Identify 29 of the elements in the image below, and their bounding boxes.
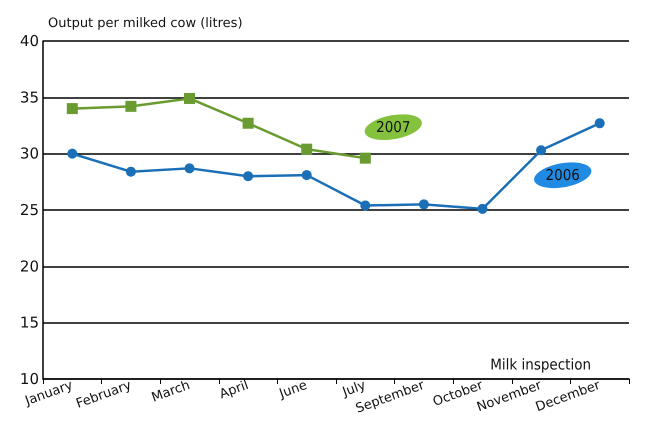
x-tick-label: June <box>276 378 310 402</box>
y-tick-label: 30 <box>20 144 39 163</box>
series-label: 2006 <box>546 166 580 184</box>
y-tick-label: 20 <box>20 257 39 276</box>
point <box>594 118 605 128</box>
point <box>360 152 371 164</box>
point <box>302 170 312 180</box>
point <box>125 100 136 112</box>
x-tick-label: March <box>150 378 192 406</box>
point <box>242 118 254 129</box>
point <box>184 163 194 174</box>
point <box>360 200 370 210</box>
annotation: Milk inspection <box>490 356 592 374</box>
point <box>418 199 429 210</box>
point <box>536 145 546 156</box>
point <box>126 166 136 177</box>
y-tick-label: 25 <box>20 201 39 219</box>
y-axis-title: Output per milked cow (litres) <box>48 16 243 31</box>
point <box>301 144 312 155</box>
point <box>66 103 78 114</box>
point <box>478 204 488 214</box>
series-label: 2007 <box>376 118 410 136</box>
y-tick-label: 15 <box>20 314 39 332</box>
point <box>184 92 195 104</box>
point <box>67 148 78 159</box>
point <box>243 171 254 182</box>
y-tick-label: 35 <box>20 88 39 106</box>
y-tick-label: 40 <box>20 32 39 50</box>
x-tick-label: April <box>218 378 251 402</box>
